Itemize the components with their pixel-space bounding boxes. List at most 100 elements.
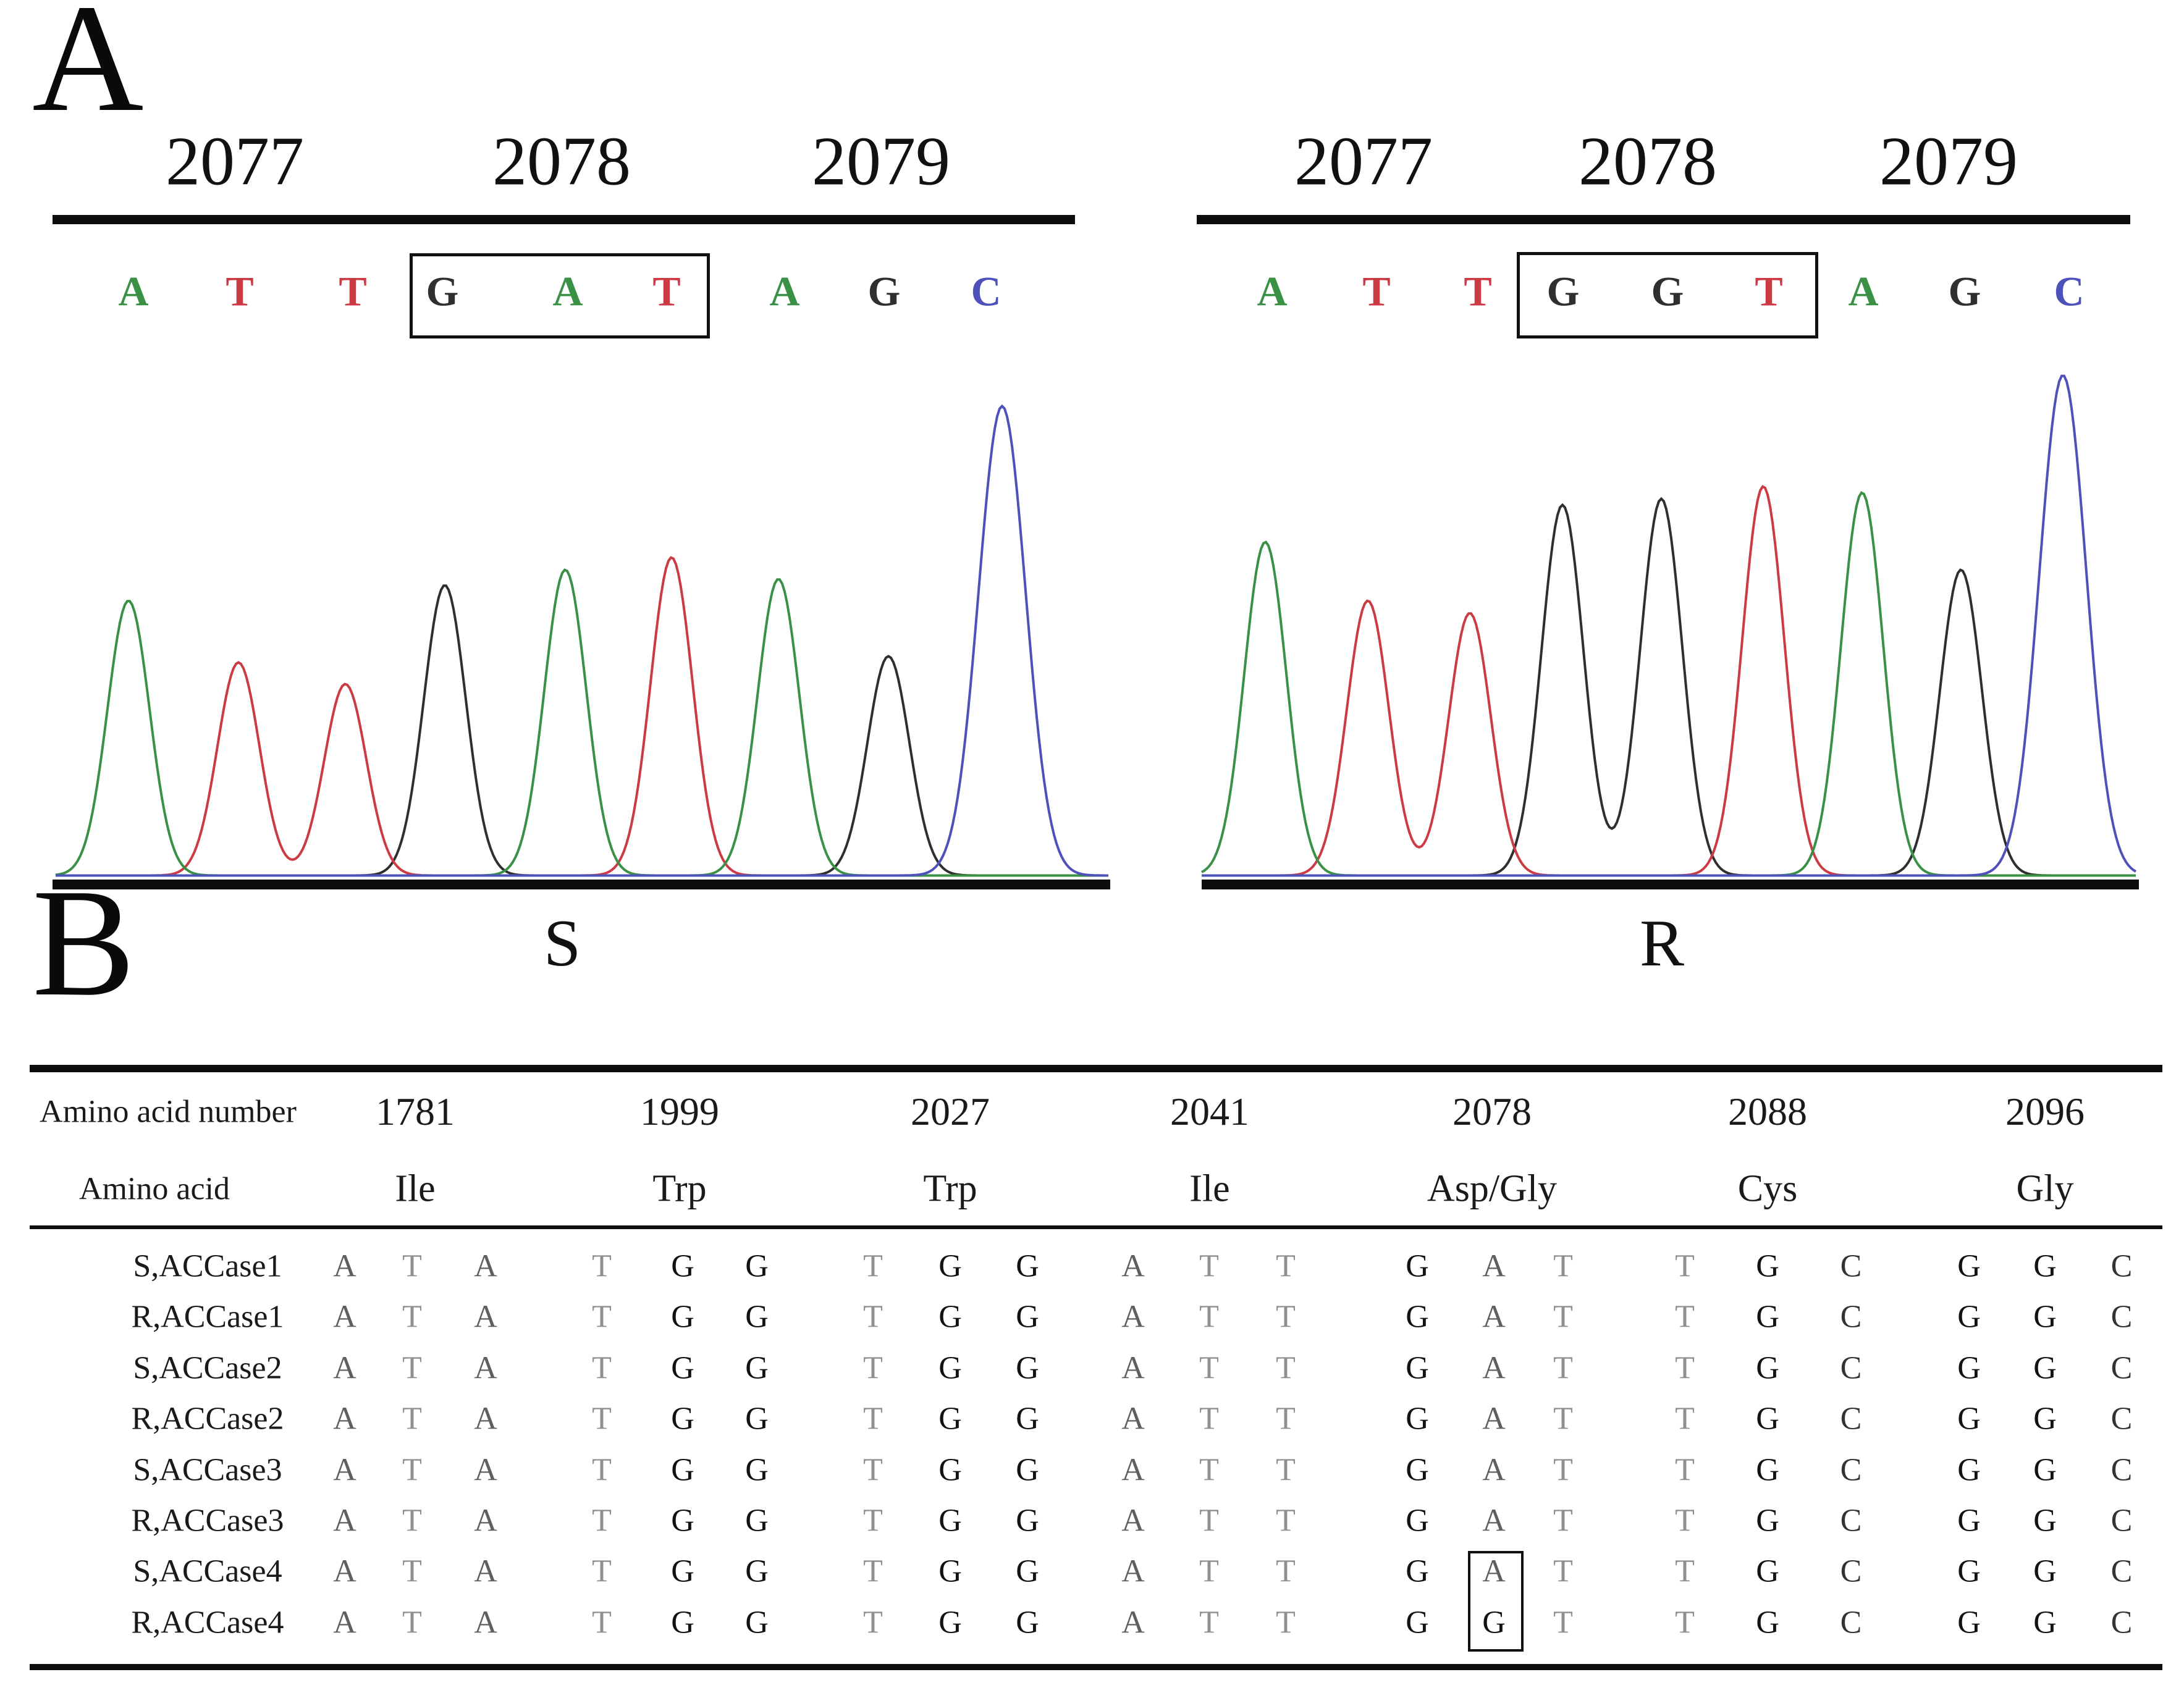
table-base-letter: T: [1276, 1401, 1296, 1437]
table-base-letter: A: [474, 1605, 497, 1640]
table-base-letter: T: [1675, 1452, 1695, 1488]
table-base-letter: T: [592, 1299, 612, 1335]
amino-acid-value: Ile: [1189, 1167, 1230, 1210]
table-base-letter: G: [745, 1350, 769, 1386]
panel-a-label: A: [32, 0, 144, 144]
table-base-letter: G: [1756, 1299, 1779, 1335]
table-base-letter: C: [1840, 1299, 1862, 1335]
table-base-letter: C: [2110, 1350, 2133, 1386]
table-base-letter: T: [863, 1299, 883, 1335]
sequence-base-s: G: [867, 267, 901, 315]
table-base-letter: T: [402, 1553, 422, 1589]
table-base-letter: A: [333, 1401, 356, 1437]
table-header-rule: [30, 1225, 2162, 1229]
table-base-letter: G: [938, 1350, 962, 1386]
table-base-letter: T: [1276, 1299, 1296, 1335]
table-base-letter: G: [2033, 1299, 2057, 1335]
table-base-letter: G: [1016, 1350, 1039, 1386]
table-base-letter: C: [1840, 1401, 1862, 1437]
table-base-letter: T: [863, 1452, 883, 1488]
table-base-letter: A: [1482, 1248, 1506, 1284]
table-base-letter: A: [474, 1299, 497, 1335]
sequence-base-s: A: [552, 267, 583, 315]
table-base-letter: C: [1840, 1503, 1862, 1539]
table-base-letter: T: [1199, 1248, 1219, 1284]
table-base-letter: A: [1482, 1350, 1506, 1386]
sequence-base-s: A: [769, 267, 800, 315]
biotype-label-s: S: [543, 907, 581, 980]
table-base-letter: G: [1756, 1248, 1779, 1284]
table-base-letter: C: [2110, 1553, 2133, 1589]
table-row-label: S,ACCase3: [133, 1452, 282, 1488]
amino-acid-number-value: 2088: [1728, 1090, 1807, 1133]
table-base-letter: G: [671, 1553, 694, 1589]
table-base-letter: G: [1406, 1503, 1429, 1539]
table-base-letter: G: [938, 1248, 962, 1284]
table-base-letter: A: [1121, 1452, 1145, 1488]
table-base-letter: G: [1482, 1605, 1506, 1640]
table-base-letter: G: [2033, 1553, 2057, 1589]
table-base-letter: T: [1276, 1452, 1296, 1488]
table-base-letter: G: [1756, 1452, 1779, 1488]
table-base-letter: A: [474, 1452, 497, 1488]
table-base-letter: C: [1840, 1350, 1862, 1386]
codon-number-r: 2078: [1579, 123, 1717, 200]
table-base-letter: A: [474, 1553, 497, 1589]
table-base-letter: G: [745, 1248, 769, 1284]
table-base-letter: T: [592, 1452, 612, 1488]
table-base-letter: G: [1957, 1605, 1981, 1640]
amino-acid-number-value: 2096: [2005, 1090, 2085, 1133]
table-base-letter: A: [1121, 1248, 1145, 1284]
table-row-label: S,ACCase4: [133, 1553, 282, 1589]
table-base-letter: G: [1016, 1248, 1039, 1284]
table-base-letter: T: [1276, 1553, 1296, 1589]
amino-acid-value: Trp: [652, 1167, 707, 1210]
table-base-letter: T: [1553, 1553, 1573, 1589]
table-base-letter: G: [2033, 1401, 2057, 1437]
table-base-letter: A: [1121, 1401, 1145, 1437]
table-base-letter: C: [2110, 1503, 2133, 1539]
table-base-letter: T: [1199, 1401, 1219, 1437]
sequence-base-s: G: [426, 267, 459, 315]
table-base-letter: T: [402, 1248, 422, 1284]
table-base-letter: T: [1276, 1605, 1296, 1640]
table-base-letter: C: [1840, 1248, 1862, 1284]
trace-C-r: [1202, 374, 2137, 877]
table-base-letter: A: [1482, 1503, 1506, 1539]
sequence-base-r: T: [1755, 267, 1783, 315]
table-base-letter: A: [333, 1503, 356, 1539]
sequence-base-r: G: [1651, 267, 1684, 315]
table-base-letter: G: [938, 1299, 962, 1335]
amino-acid-value: Cys: [1737, 1167, 1798, 1210]
table-base-letter: T: [1553, 1605, 1573, 1640]
table-base-letter: T: [402, 1299, 422, 1335]
table-base-letter: A: [333, 1350, 356, 1386]
codon-number-rule-s: [53, 215, 1075, 224]
table-base-letter: G: [1016, 1299, 1039, 1335]
table-base-letter: A: [333, 1605, 356, 1640]
table-base-letter: G: [2033, 1452, 2057, 1488]
amino-acid-value: Gly: [2016, 1167, 2074, 1210]
table-base-letter: G: [1406, 1605, 1429, 1640]
codon-number-s: 2078: [492, 123, 631, 200]
table-base-letter: T: [592, 1503, 612, 1539]
sequence-base-s: A: [118, 267, 149, 315]
amino-acid-label: Amino acid: [78, 1171, 230, 1207]
table-base-letter: G: [2033, 1350, 2057, 1386]
table-base-letter: T: [402, 1605, 422, 1640]
table-base-letter: T: [402, 1452, 422, 1488]
sequence-base-r: G: [1546, 267, 1580, 315]
table-base-letter: T: [863, 1605, 883, 1640]
table-base-letter: G: [745, 1605, 769, 1640]
table-base-letter: T: [1199, 1299, 1219, 1335]
table-base-letter: G: [938, 1452, 962, 1488]
table-base-letter: G: [671, 1401, 694, 1437]
table-base-letter: G: [1016, 1553, 1039, 1589]
table-base-letter: G: [1756, 1401, 1779, 1437]
sequence-base-s: T: [652, 267, 681, 315]
table-base-letter: G: [745, 1503, 769, 1539]
table-base-letter: G: [938, 1553, 962, 1589]
amino-acid-value: Ile: [395, 1167, 436, 1210]
table-base-letter: G: [1016, 1401, 1039, 1437]
table-base-letter: G: [1756, 1350, 1779, 1386]
